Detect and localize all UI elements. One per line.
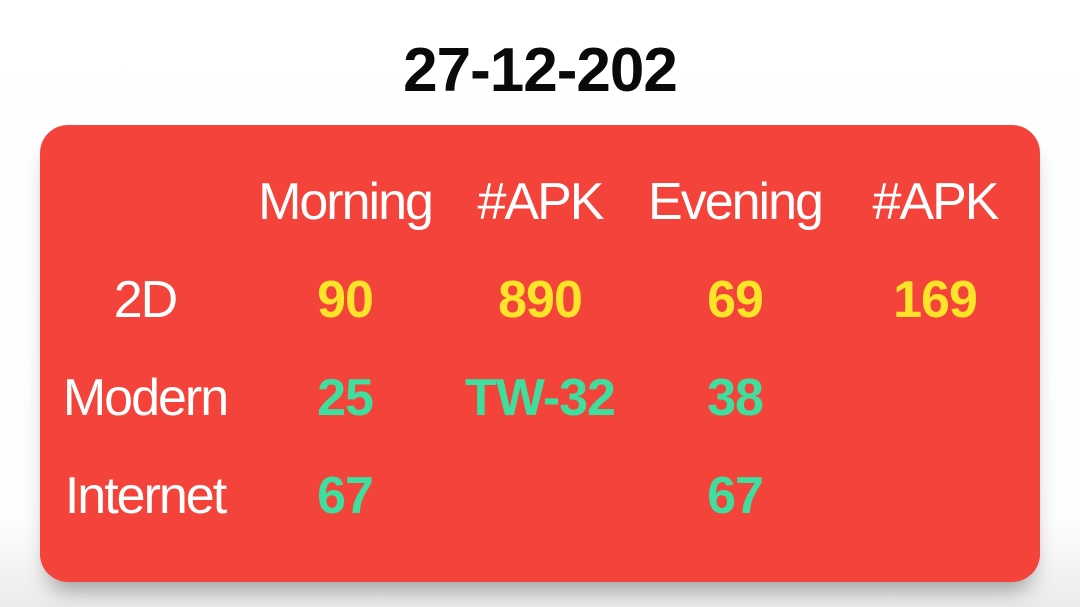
cell-2d-evening: 69 bbox=[707, 271, 764, 329]
results-card: Morning #APK Evening #APK 2D 90 890 69 1… bbox=[40, 125, 1040, 582]
row-label-2d: 2D bbox=[113, 271, 179, 329]
row-label-internet: Internet bbox=[64, 467, 227, 525]
results-table: Morning #APK Evening #APK 2D 90 890 69 1… bbox=[40, 125, 1040, 545]
col-header-apk-1: #APK bbox=[477, 173, 605, 231]
cell-2d-apk-2: 169 bbox=[893, 271, 978, 329]
cell-internet-morning: 67 bbox=[317, 467, 374, 525]
cell-modern-evening: 38 bbox=[707, 369, 764, 427]
cell-2d-morning: 90 bbox=[317, 271, 374, 329]
col-header-apk-2: #APK bbox=[872, 173, 1000, 231]
row-label-modern: Modern bbox=[62, 369, 229, 427]
date-title: 27-12-202 bbox=[403, 36, 678, 105]
cell-2d-apk-1: 890 bbox=[498, 271, 583, 329]
cell-internet-evening: 67 bbox=[707, 467, 764, 525]
col-header-morning: Morning bbox=[258, 173, 434, 231]
col-header-evening: Evening bbox=[648, 173, 824, 231]
cell-modern-morning: 25 bbox=[317, 369, 374, 427]
cell-modern-apk-1: TW-32 bbox=[465, 369, 616, 427]
